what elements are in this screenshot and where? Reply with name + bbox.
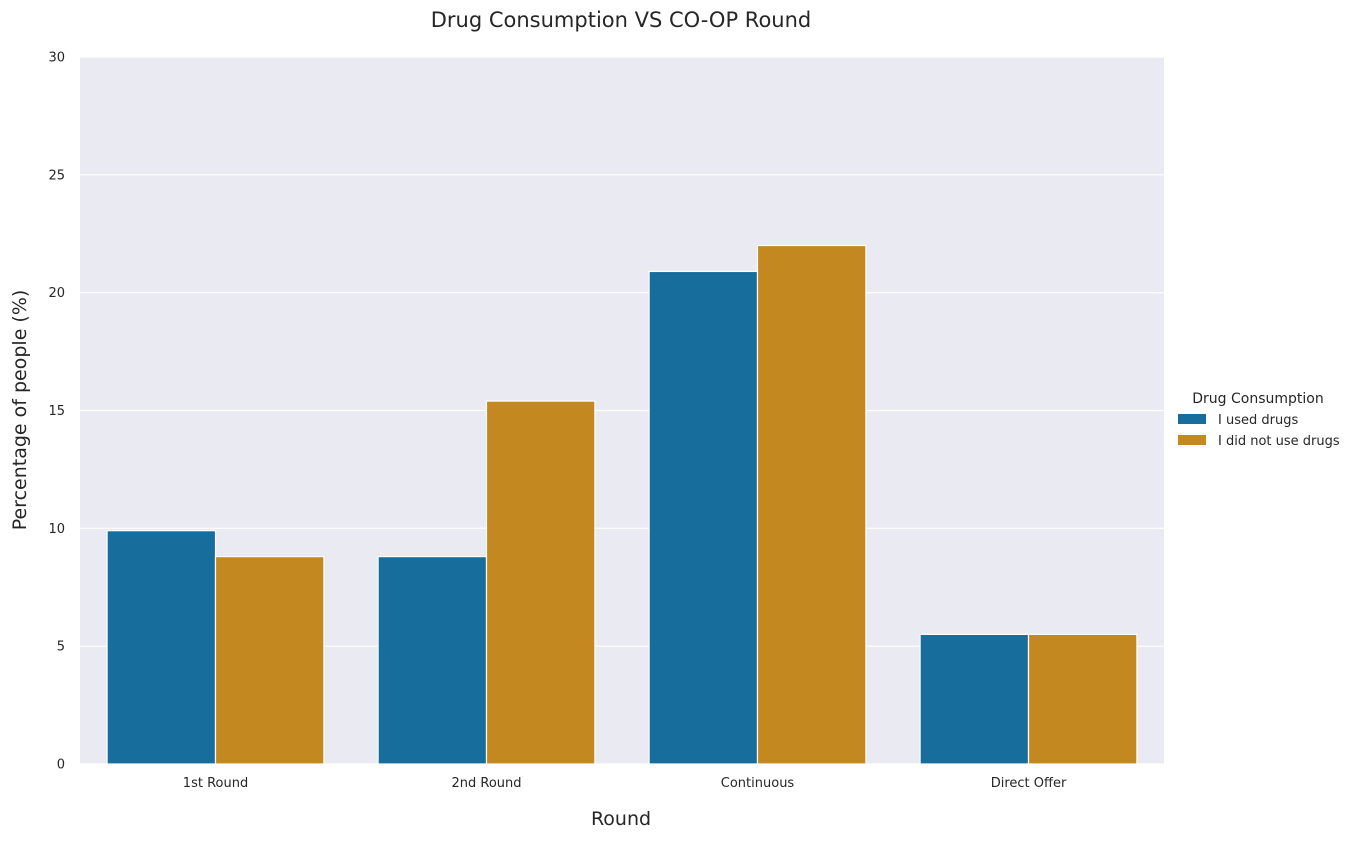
bar	[1027, 633, 1138, 765]
bar	[106, 530, 217, 765]
bars	[106, 244, 1138, 765]
y-tick-label: 10	[48, 522, 65, 537]
y-tick-label: 20	[48, 286, 65, 301]
x-tick-label: 1st Round	[183, 776, 248, 791]
x-tick-label: Continuous	[721, 776, 795, 791]
legend-label: I used drugs	[1218, 413, 1298, 428]
bar	[214, 556, 325, 765]
y-tick-label: 15	[48, 404, 65, 419]
bar	[377, 556, 488, 765]
bar	[648, 270, 759, 765]
chart-title: Drug Consumption VS CO-OP Round	[431, 8, 812, 32]
x-tick-label: Direct Offer	[991, 776, 1067, 791]
bar	[756, 244, 867, 765]
y-tick-label: 5	[57, 640, 65, 655]
x-tick-label: 2nd Round	[451, 776, 521, 791]
bar	[485, 400, 596, 765]
y-tick-labels: 0 5 10 15 20 25 30	[48, 51, 65, 773]
legend-items: I used drugs I did not use drugs	[1178, 413, 1340, 449]
y-axis-label: Percentage of people (%)	[9, 290, 31, 531]
legend: Drug Consumption I used drugs I did not u…	[1178, 391, 1340, 449]
legend-swatch	[1178, 414, 1206, 424]
bar	[919, 633, 1030, 765]
y-tick-label: 0	[57, 758, 65, 773]
x-tick-labels: 1st Round 2nd Round Continuous Direct Offer	[183, 776, 1067, 791]
y-tick-label: 25	[48, 168, 65, 183]
legend-title: Drug Consumption	[1192, 391, 1323, 407]
x-axis-label: Round	[591, 808, 651, 830]
legend-label: I did not use drugs	[1218, 434, 1340, 449]
legend-swatch	[1178, 435, 1206, 445]
y-tick-label: 30	[48, 51, 65, 66]
